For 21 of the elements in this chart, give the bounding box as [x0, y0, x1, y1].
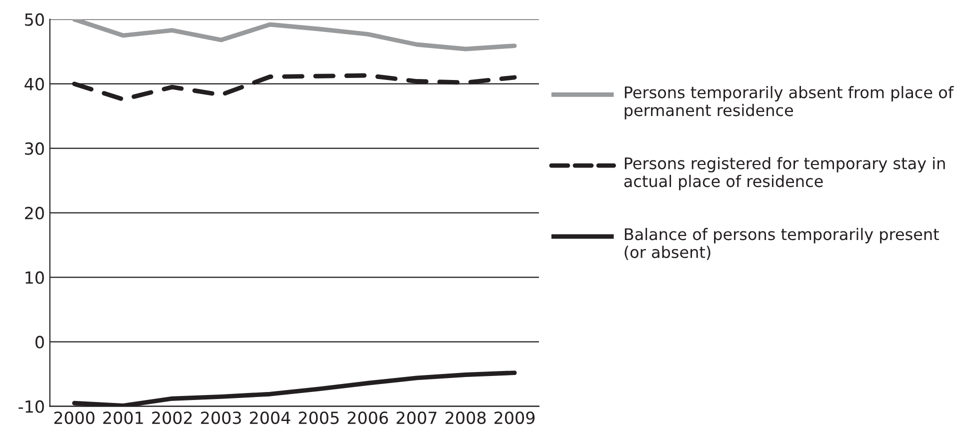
y-tick-label: 10: [26, 271, 44, 284]
y-tick-label: -10: [18, 400, 44, 413]
x-tick-label: 2004: [250, 412, 290, 424]
legend-label: Persons temporarily absent from place of permanent residence: [624, 86, 954, 120]
y-tick-label: 40: [24, 78, 44, 90]
line-series: [72, 19, 517, 52]
x-tick-label: 2000: [54, 412, 94, 424]
legend-label: Balance of persons temporarily present (or absent): [624, 228, 939, 260]
x-tick-label: 2001: [103, 412, 143, 424]
x-tick-label: 2007: [396, 412, 436, 424]
y-tick-label: 20: [25, 206, 44, 220]
x-tick-label: 2002: [152, 412, 192, 424]
y-tick-label: 50: [25, 13, 44, 26]
x-tick-label: 2003: [201, 412, 241, 424]
y-tick-label: 30: [25, 142, 44, 155]
legend-label: Persons registered for temporary stay in actual place of residence: [624, 156, 945, 190]
x-tick-label: 2006: [348, 412, 388, 424]
x-tick-label: 2008: [446, 412, 486, 424]
x-tick-label: 2005: [298, 412, 339, 424]
x-tick-label: 2009: [494, 412, 535, 424]
y-tick-label: 0: [36, 336, 44, 348]
